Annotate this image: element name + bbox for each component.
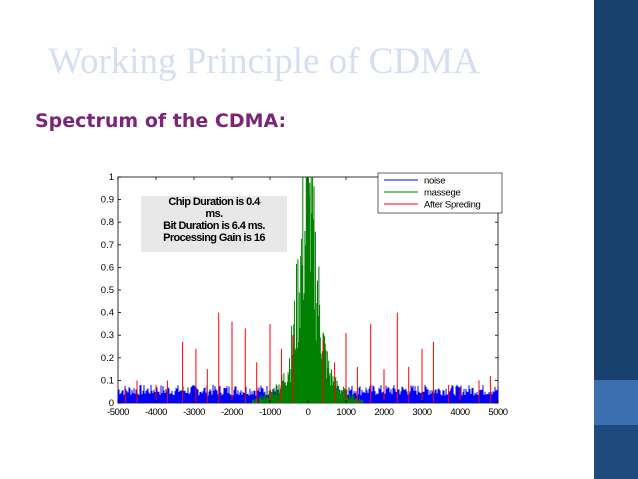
y-tick-label: 0.8	[101, 217, 114, 228]
legend-label-noise: noise	[424, 176, 445, 187]
x-tick-label: -3000	[183, 407, 205, 418]
y-tick-label: 1	[109, 172, 114, 183]
x-tick-label: -2000	[221, 407, 243, 418]
annotation-box: Chip Duration is 0.4 ms. Bit Duration is…	[141, 196, 287, 252]
y-tick-label: 0.7	[101, 240, 114, 251]
x-tick-label: -5000	[107, 407, 129, 418]
slide-title: Working Principle of CDMA	[48, 41, 480, 82]
sidebar-accent-block	[594, 380, 638, 425]
y-tick-label: 0.4	[101, 308, 114, 319]
x-tick-label: 5000	[488, 407, 507, 418]
sidebar-bottom-block	[594, 425, 638, 479]
annotation-line-2: ms.	[205, 208, 223, 220]
y-tick-label: 0.2	[101, 353, 114, 364]
x-tick-label: -4000	[145, 407, 167, 418]
legend-label-after-spreding: After Spreding	[424, 200, 481, 211]
annotation-line-1: Chip Duration is 0.4	[168, 196, 260, 208]
legend-label-massege: massege	[424, 188, 460, 199]
slide-subtitle: Spectrum of the CDMA:	[35, 110, 287, 132]
series-massege	[251, 177, 363, 403]
x-tick-label: 3000	[412, 407, 431, 418]
annotation-line-3: Bit Duration is 6.4 ms.	[163, 220, 265, 232]
x-tick-label: 4000	[450, 407, 469, 418]
x-tick-label: 2000	[374, 407, 393, 418]
y-tick-label: 0.9	[101, 195, 114, 206]
y-tick-label: 0	[109, 398, 114, 409]
x-tick-label: 1000	[336, 407, 355, 418]
y-tick-label: 0.3	[101, 330, 114, 341]
x-tick-label: 0	[306, 407, 311, 418]
x-tick-label: -1000	[259, 407, 281, 418]
y-tick-label: 0.5	[101, 285, 114, 296]
y-tick-label: 0.1	[101, 375, 114, 386]
annotation-line-4: Processing Gain is 16	[163, 232, 265, 244]
y-tick-label: 0.6	[101, 262, 114, 273]
